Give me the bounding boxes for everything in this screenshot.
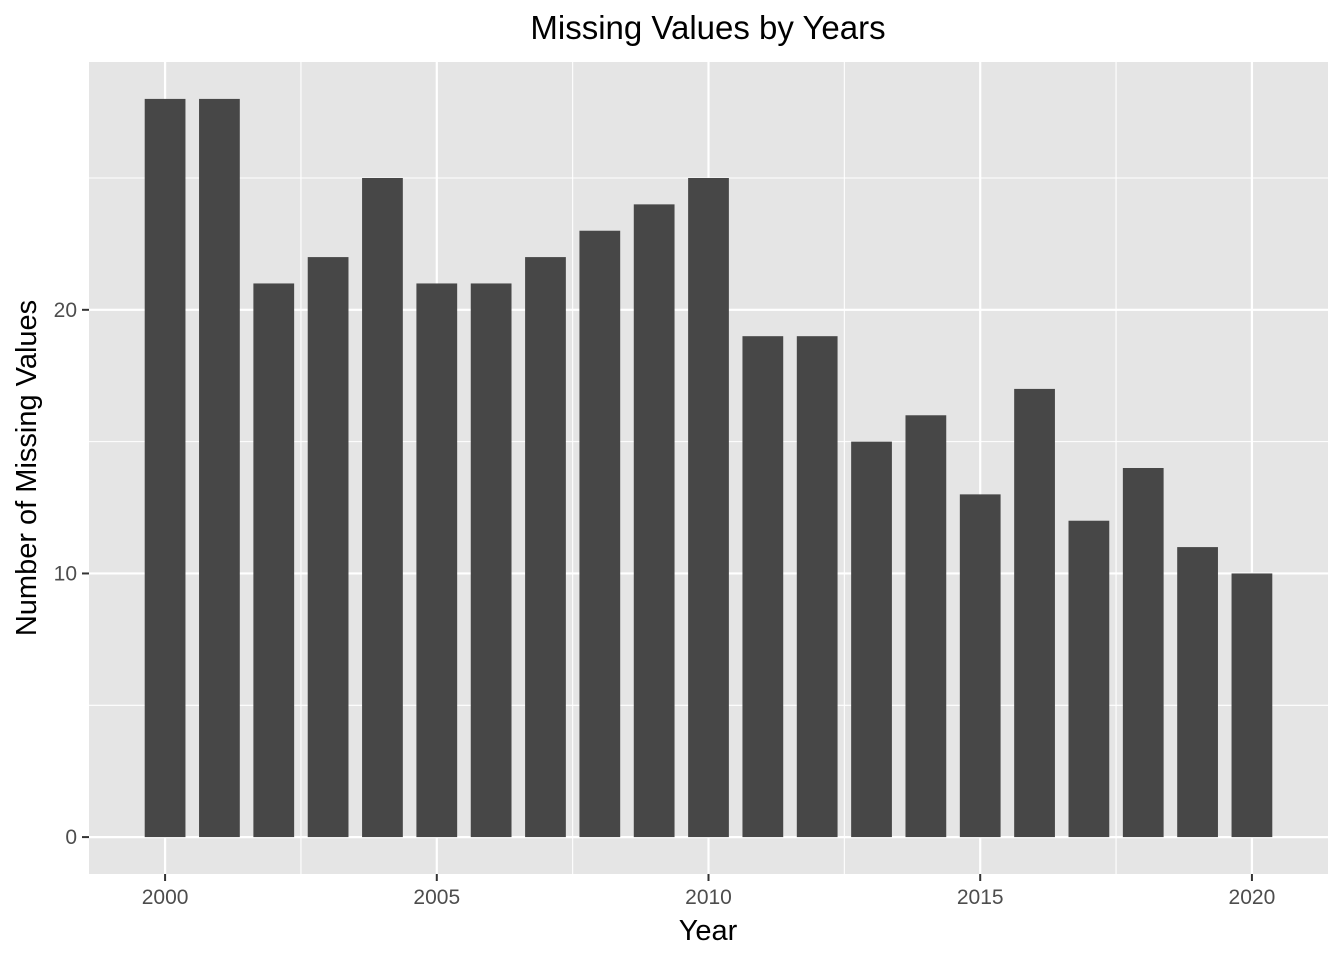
bar-2006 xyxy=(470,283,512,838)
y-axis: 0 10 20 xyxy=(54,299,89,849)
bar-2002 xyxy=(253,283,295,838)
bar-2013 xyxy=(851,441,892,838)
bar-2014 xyxy=(905,415,947,838)
x-tick-label: 2010 xyxy=(685,886,732,909)
bar-2016 xyxy=(1014,388,1055,838)
bar-2005 xyxy=(416,283,458,838)
x-tick-label: 2015 xyxy=(957,886,1004,909)
bar-2001 xyxy=(199,98,240,838)
y-tick-label: 10 xyxy=(54,562,77,585)
bar-2017 xyxy=(1068,520,1110,838)
chart-title: Missing Values by Years xyxy=(530,9,885,46)
y-axis-title: Number of Missing Values xyxy=(11,300,43,636)
bar-2009 xyxy=(633,204,675,838)
bar-2015 xyxy=(959,494,1001,838)
bar-2003 xyxy=(307,257,349,838)
y-tick-label: 0 xyxy=(65,826,77,849)
x-tick-label: 2020 xyxy=(1229,886,1276,909)
bar-2004 xyxy=(362,178,403,838)
bar-2018 xyxy=(1122,468,1164,838)
bar-2012 xyxy=(796,336,838,838)
bar-2008 xyxy=(579,230,621,838)
bar-2020 xyxy=(1231,573,1273,838)
x-tick-label: 2000 xyxy=(142,886,189,909)
y-tick-label: 20 xyxy=(54,299,77,322)
bar-2011 xyxy=(742,336,784,838)
bars xyxy=(144,98,1273,838)
bar-2010 xyxy=(688,178,729,838)
bar-2000 xyxy=(144,98,186,838)
bar-2019 xyxy=(1177,547,1218,838)
bar-2007 xyxy=(525,257,566,838)
x-axis: 2000 2005 2010 2015 2020 xyxy=(142,874,1276,909)
x-tick-label: 2005 xyxy=(413,886,460,909)
x-axis-title: Year xyxy=(679,915,738,947)
